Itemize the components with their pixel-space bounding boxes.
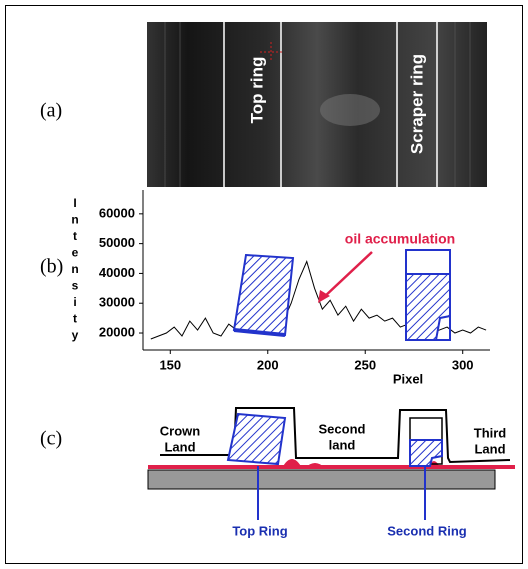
y-tick-label: 20000 xyxy=(99,324,135,339)
land-label: land xyxy=(329,437,356,452)
land-label: Third xyxy=(474,425,507,440)
land-label: Land xyxy=(164,439,195,454)
y-tick-label: 40000 xyxy=(99,265,135,280)
figure: (a) Top ring Scraper ring (c) Top Ring S… xyxy=(0,0,528,569)
ring-label: Scraper ring xyxy=(407,54,426,154)
y-tick-label: 60000 xyxy=(99,205,135,220)
panel-label: (b) xyxy=(40,256,63,278)
x-tick-label: 300 xyxy=(452,357,474,372)
land-label: Land xyxy=(474,441,505,456)
ring-label: Top Ring xyxy=(232,523,287,538)
oil-glint xyxy=(320,94,380,126)
ring-label: Second Ring xyxy=(387,523,467,538)
ring-overlay xyxy=(234,250,450,340)
panel-label: (c) xyxy=(40,428,62,450)
x-axis-label: Pixel xyxy=(393,371,423,386)
x-tick-label: 150 xyxy=(159,357,181,372)
x-tick-label: 200 xyxy=(257,357,279,372)
y-tick-label: 30000 xyxy=(99,295,135,310)
page: {"image_panel": {"label": "(a)", "ring_l… xyxy=(0,0,528,569)
ring-label: Top ring xyxy=(247,57,266,124)
x-tick-label: 250 xyxy=(354,357,376,372)
land-label: Crown xyxy=(160,423,201,438)
annotation-arrow xyxy=(323,252,372,298)
land-label: Second xyxy=(319,421,366,436)
camera-image xyxy=(147,22,487,187)
y-tick-label: 50000 xyxy=(99,235,135,250)
annotation: oil accumulation xyxy=(345,231,455,247)
panel-label: (a) xyxy=(40,100,62,122)
